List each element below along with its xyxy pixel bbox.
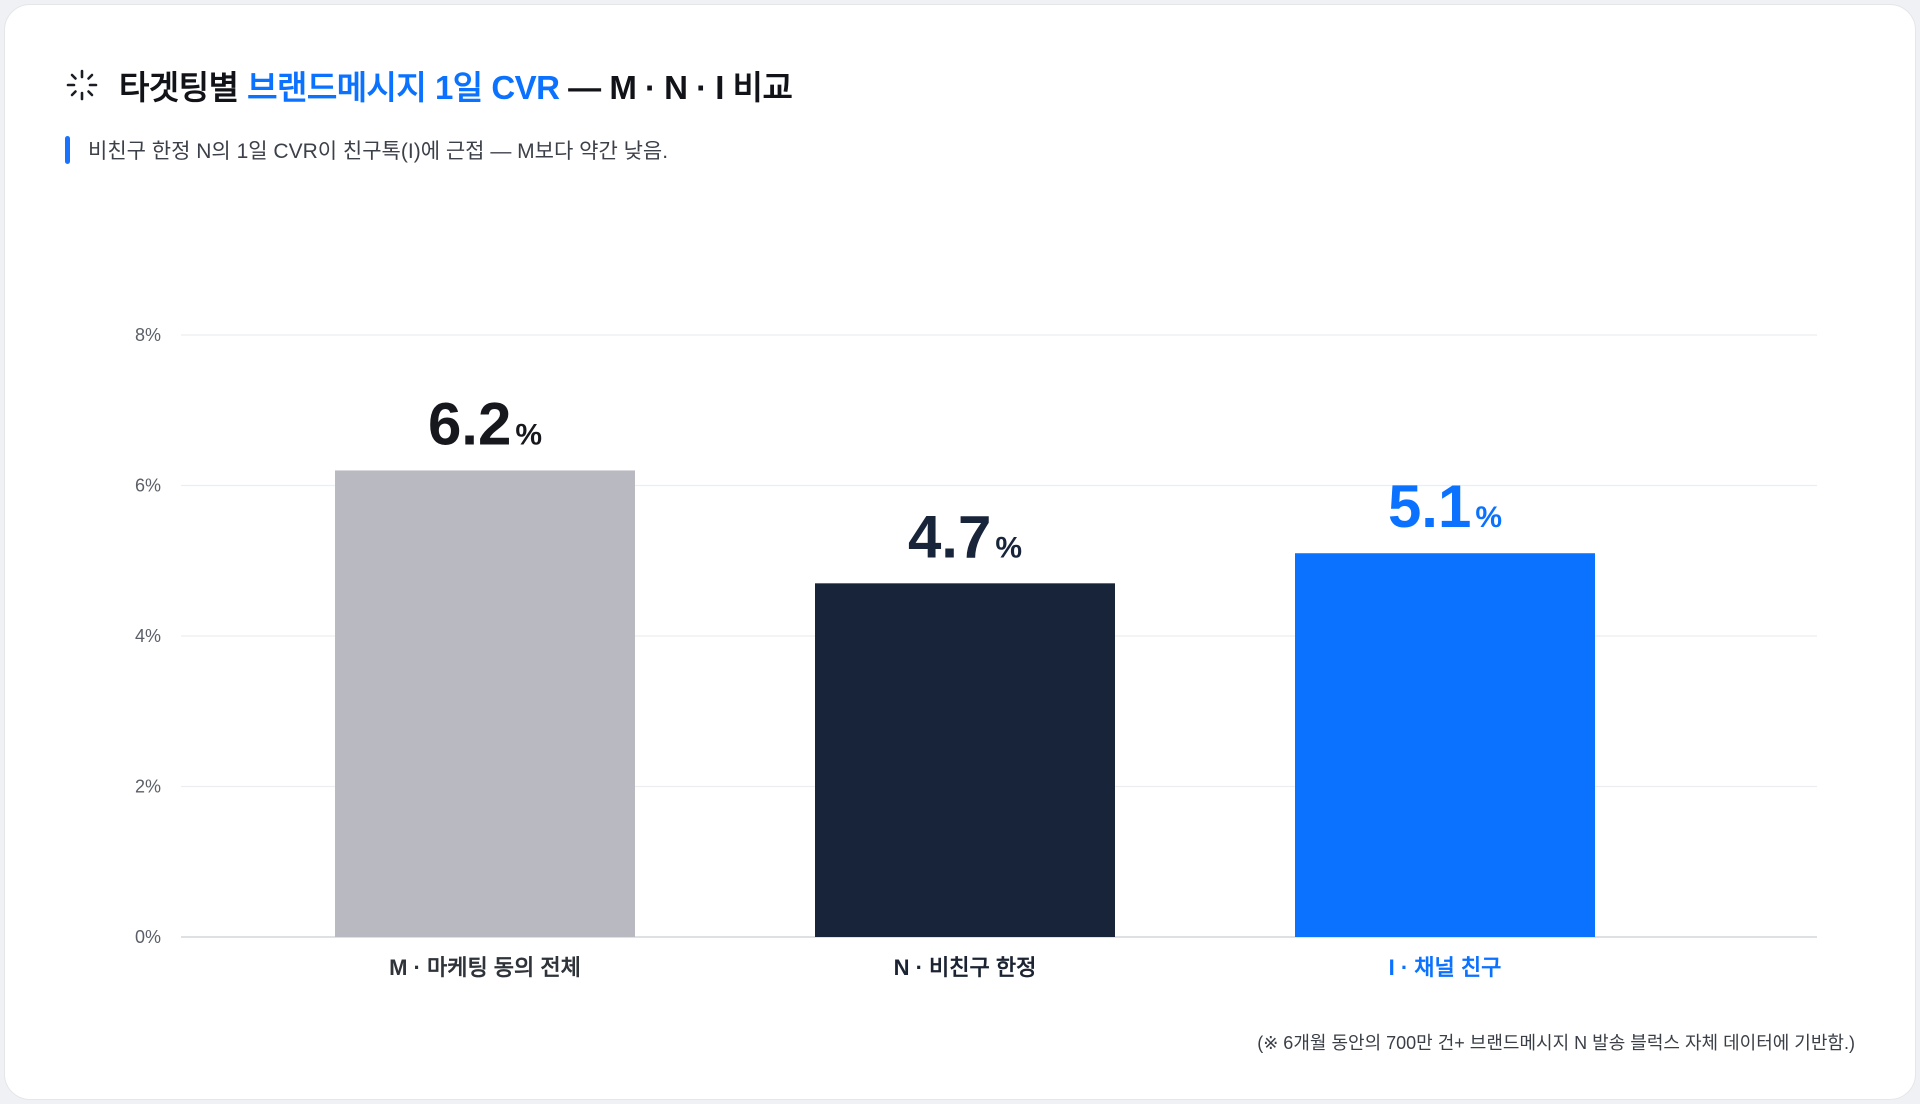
title-suffix: — M · N · I 비교 [559,69,793,106]
bar-chart: 0% 2% 4% 6% 8% 6.2 % M · 마케팅 동의 전체 4.7 % N · 비친구 한… [135,325,1817,980]
sparkle-icon [66,69,98,101]
y-tick-label: 0% [135,927,161,947]
title-prefix: 타겟팅별 [119,69,248,106]
bar [815,583,1115,937]
chart-subtitle: 비친구 한정 N의 1일 CVR이 친구톡(I)에 근접 — M보다 약간 낮음… [88,140,669,163]
title-accent: 브랜드메시지 1일 CVR [247,69,560,106]
data-label: 4.7% [908,503,1022,570]
x-tick-label: I · 채널 친구 [1389,955,1502,980]
title-row: 타겟팅별 브랜드메시지 1일 CVR — M · N · I 비교 [65,61,793,109]
data-label: 6.2% [428,390,542,457]
chart-title: 타겟팅별 브랜드메시지 1일 CVR — M · N · I 비교 [119,61,793,109]
chart-card: 타겟팅별 브랜드메시지 1일 CVR — M · N · I 비교 비친구 한정… [4,4,1916,1100]
y-tick-label: 8% [135,325,161,345]
x-tick-label: N · 비친구 한정 [894,955,1037,980]
bar [1295,553,1595,937]
y-tick-label: 6% [135,476,161,496]
subtitle-row: 비친구 한정 N의 1일 CVR이 친구톡(I)에 근접 — M보다 약간 낮음… [65,135,668,165]
footnote: (※ 6개월 동안의 700만 건+ 브랜드메시지 N 발송 블럭스 자체 데이… [1257,1033,1855,1053]
subtitle-accent-bar [65,136,70,164]
y-tick-label: 2% [135,777,161,797]
bar [335,470,635,937]
x-tick-label: M · 마케팅 동의 전체 [389,955,581,980]
data-label: 5.1% [1388,473,1502,540]
y-tick-label: 4% [135,626,161,646]
